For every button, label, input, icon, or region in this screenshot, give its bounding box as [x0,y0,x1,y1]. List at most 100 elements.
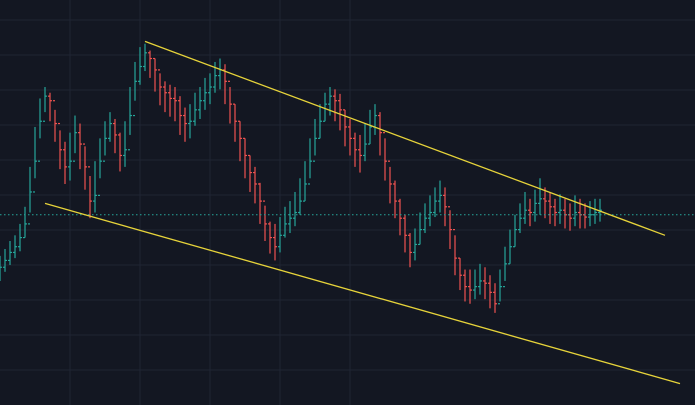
ohlc-bar [418,212,422,246]
ohlc-bar [388,160,392,204]
ohlc-bar [238,120,242,162]
ohlc-bar [338,93,342,131]
ohlc-bar [408,233,412,268]
ohlc-bar [478,263,482,295]
lower-trendline[interactable] [44,202,681,385]
ohlc-bar [168,84,172,117]
ohlc-bar [488,275,492,309]
ohlc-bar [283,206,287,238]
ohlc-bar [68,132,72,181]
ohlc-bar [123,121,127,167]
ohlc-bar [448,206,452,249]
ohlc-bar [483,267,487,300]
ohlc-bar [178,96,182,135]
ohlc-bar [473,269,477,300]
ohlc-bar [153,57,157,92]
ohlc-bar [88,166,92,219]
ohlc-bar [288,201,292,234]
candles [0,43,602,313]
ohlc-bar [253,166,257,204]
ohlc-bar [528,198,532,227]
ohlc-bar [598,198,602,222]
ohlc-bar [508,229,512,265]
ohlc-bar [0,255,2,281]
ohlc-bar [543,187,547,219]
trendlines[interactable] [44,40,681,385]
ohlc-bar [228,80,232,124]
ohlc-bar [188,104,192,139]
ohlc-bar [323,92,327,122]
ohlc-bar [373,104,377,135]
ohlc-bar [518,203,522,234]
ohlc-bar [8,241,12,265]
ohlc-bar [383,132,387,181]
ohlc-bar [163,81,167,113]
ohlc-bar [398,198,402,236]
ohlc-bar [348,118,352,156]
ohlc-bar [233,103,237,142]
ohlc-bar [23,206,27,239]
ohlc-bar [128,87,132,151]
ohlc-bar [43,87,47,122]
ohlc-bar [353,132,357,167]
ohlc-bar [63,141,67,184]
ohlc-bar [13,235,17,259]
ohlc-bar [93,161,97,213]
ohlc-bar [173,87,177,122]
ohlc-bar [303,161,307,202]
ohlc-bar [333,89,337,122]
ohlc-bar [498,269,502,305]
ohlc-bar [568,203,572,231]
ohlc-bar [273,223,277,261]
ohlc-bar [458,257,462,291]
ohlc-bar [363,123,367,162]
ohlc-bar [443,187,447,227]
ohlc-bar [148,50,152,78]
ohlc-bar [588,201,592,227]
ohlc-bar [523,191,527,224]
ohlc-bar [393,180,397,219]
ohlc-bar [198,87,202,119]
ohlc-bar [243,137,247,179]
ohlc-bar [513,214,517,248]
ohlc-bar [298,178,302,215]
ohlc-bar [183,107,187,142]
ohlc-bar [548,191,552,224]
ohlc-bar [158,69,162,106]
ohlc-bar [138,47,142,85]
ohlc-bar [428,195,432,227]
ohlc-bar [293,191,297,227]
ohlc-bar [318,104,322,139]
ohlc-bar [558,194,562,224]
ohlc-bar [193,92,197,126]
ohlc-bar [98,138,102,196]
ohlc-bar [368,109,372,145]
ohlc-bar [73,115,77,162]
ohlc-bar [413,228,417,261]
ohlc-bar [583,203,587,229]
ohlc-bar [593,198,597,224]
ohlc-bar [133,61,137,117]
ohlc-bar [113,118,117,154]
ohlc-bar [433,187,437,218]
ohlc-bar [3,249,7,272]
ohlc-bar [553,198,557,227]
ohlc-bar [18,223,22,252]
ohlc-bar [563,198,567,229]
ohlc-bar [503,246,507,288]
ohlc-bar [218,58,222,90]
ohlc-bar [53,100,57,142]
ohlc-bar [248,154,252,192]
upper-trendline[interactable] [144,40,666,236]
ohlc-bar [308,138,312,185]
ohlc-bar [268,221,272,254]
ohlc-bar [378,112,382,156]
ohlc-bar [78,123,82,170]
ohlc-bar [38,98,42,162]
ohlc-bar [48,92,52,122]
ohlc-bar [258,182,262,224]
ohlc-bar [463,269,467,302]
